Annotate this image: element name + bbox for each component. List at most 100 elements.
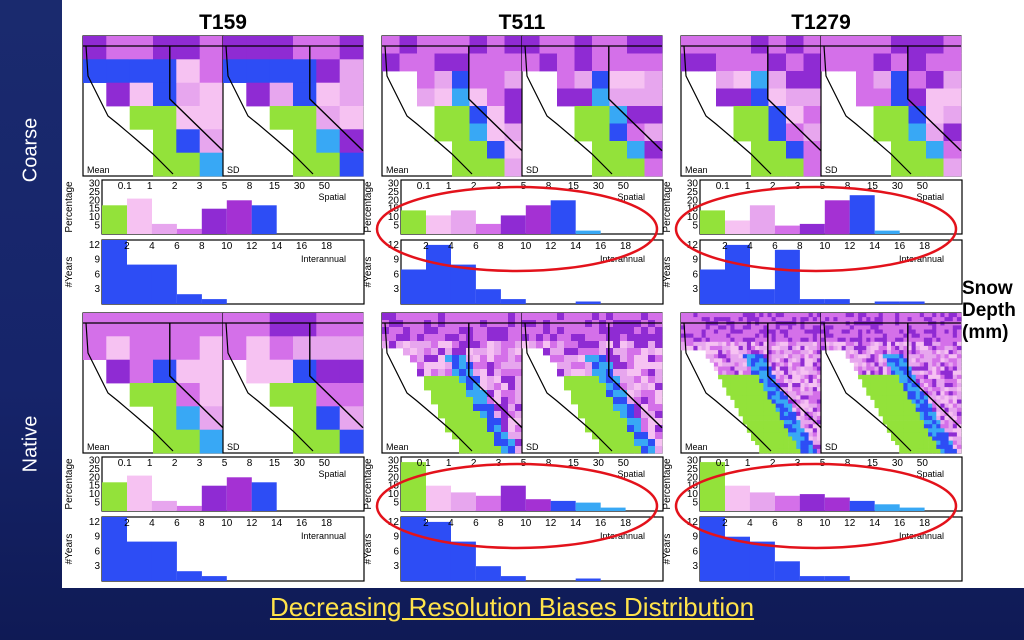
spatial-bin-label: 2 — [770, 458, 776, 469]
column-title-2: T1279 — [791, 11, 851, 34]
interannual-bin-label: 16 — [894, 241, 906, 252]
interannual-bar-1 — [127, 541, 152, 581]
spatial-bar-3 — [774, 225, 800, 234]
map-label: Mean — [685, 442, 708, 452]
interannual-bin-label: 2 — [722, 241, 728, 252]
interannual-ytick: 9 — [692, 255, 698, 266]
interannual-ytick: 9 — [393, 255, 399, 266]
interannual-bar-4 — [799, 299, 825, 304]
panel-T511-native: 0.1 1 2 3 5 8 15 30 50Spatial30252015105Percenta… — [363, 455, 664, 582]
spatial-ytick: 10 — [687, 212, 699, 223]
interannual-bar-3 — [475, 289, 501, 304]
spatial-ytick: 5 — [393, 498, 399, 509]
spatial-title: Spatial — [318, 469, 346, 479]
snow-depth-label-line-2: Depth — [962, 300, 1016, 321]
interannual-bin-label: 4 — [448, 518, 454, 529]
interannual-bin-label: 12 — [545, 241, 557, 252]
spatial-ytick: 10 — [388, 212, 400, 223]
map-label: Mean — [386, 165, 409, 175]
spatial-bar-3 — [774, 495, 800, 511]
spatial-bar-5 — [824, 200, 850, 235]
spatial-bin-label: 50 — [319, 458, 331, 469]
spatial-bin-label: 8 — [845, 458, 851, 469]
interannual-ytick: 3 — [692, 284, 698, 295]
spatial-bin-label: 50 — [618, 181, 630, 192]
interannual-bin-label: 4 — [149, 241, 155, 252]
interannual-bar-2 — [450, 541, 476, 581]
interannual-bin-label: 2 — [124, 518, 130, 529]
spatial-bar-7 — [874, 504, 900, 512]
interannual-bar-2 — [151, 541, 177, 581]
spatial-bin-label: 30 — [593, 458, 605, 469]
interannual-bin-label: 2 — [423, 518, 429, 529]
interannual-bin-label: 12 — [246, 241, 258, 252]
spatial-bin-label: 1 — [446, 458, 452, 469]
map-sd: SD — [820, 35, 962, 177]
spatial-bar-3 — [475, 223, 501, 234]
spatial-ylabel: Percentage — [662, 181, 673, 233]
interannual-ytick: 12 — [89, 240, 101, 251]
spatial-ytick: 20 — [687, 195, 699, 206]
interannual-bar-3 — [176, 294, 202, 304]
interannual-bin-label: 16 — [296, 518, 308, 529]
interannual-ylabel: #Years — [662, 534, 673, 565]
column-title-0: T159 — [199, 11, 247, 34]
panel-T159-native: 0.1 1 2 3 5 8 15 30 50Spatial30252015105Percenta… — [64, 455, 365, 582]
slide-caption[interactable]: Decreasing Resolution Biases Distributio… — [269, 592, 755, 622]
spatial-bin-label: 50 — [917, 181, 929, 192]
snow-depth-label: Snow Depth (mm) — [962, 278, 1024, 344]
interannual-ytick: 9 — [94, 255, 100, 266]
map-label: Mean — [87, 165, 110, 175]
interannual-title: Interannual — [600, 531, 645, 541]
interannual-bar-1 — [426, 521, 451, 581]
interannual-bin-label: 18 — [919, 518, 931, 529]
interannual-bin-label: 4 — [448, 241, 454, 252]
interannual-bin-label: 4 — [747, 518, 753, 529]
interannual-ytick: 12 — [388, 517, 400, 528]
map-sd: SD — [521, 312, 663, 454]
spatial-bar-6 — [251, 205, 277, 234]
spatial-ytick: 25 — [388, 187, 400, 198]
spatial-bar-6 — [849, 500, 875, 511]
panel-T1279-coarse: 0.1 1 2 3 5 8 15 30 50Spatial30252015105Percenta… — [662, 178, 963, 305]
spatial-ytick: 20 — [89, 472, 101, 483]
spatial-bin-label: 15 — [568, 458, 580, 469]
spatial-ytick: 25 — [687, 187, 699, 198]
interannual-bar-0 — [102, 240, 127, 304]
interannual-bar-2 — [450, 264, 476, 304]
interannual-bin-label: 6 — [174, 518, 180, 529]
interannual-bar-0 — [700, 517, 725, 581]
spatial-bin-label: 50 — [917, 458, 929, 469]
spatial-bin-label: 15 — [867, 458, 879, 469]
map-mean: Mean — [82, 312, 224, 454]
spatial-ytick: 25 — [89, 464, 101, 475]
interannual-ytick: 6 — [393, 546, 399, 557]
interannual-bin-label: 12 — [545, 518, 557, 529]
interannual-bin-label: 6 — [473, 241, 479, 252]
spatial-bar-1 — [725, 485, 750, 511]
spatial-bar-4 — [201, 485, 227, 511]
interannual-ytick: 9 — [692, 532, 698, 543]
interannual-bin-label: 16 — [894, 518, 906, 529]
spatial-bar-2 — [151, 500, 177, 511]
interannual-bin-label: 6 — [772, 241, 778, 252]
spatial-bin-label: 15 — [568, 181, 580, 192]
spatial-bar-1 — [127, 475, 152, 511]
map-sd: SD — [521, 35, 663, 177]
spatial-bar-0 — [700, 210, 725, 234]
spatial-ytick: 5 — [94, 221, 100, 232]
interannual-bin-label: 14 — [869, 241, 881, 252]
spatial-bin-label: 50 — [618, 458, 630, 469]
map-label: SD — [227, 442, 240, 452]
map-label: Mean — [386, 442, 409, 452]
interannual-ylabel: #Years — [64, 257, 75, 288]
spatial-bin-label: 8 — [845, 181, 851, 192]
highlight-oval — [674, 462, 958, 550]
interannual-bar-2 — [749, 541, 775, 581]
interannual-bar-7 — [874, 301, 900, 304]
spatial-ytick: 5 — [692, 498, 698, 509]
interannual-ylabel: #Years — [363, 257, 374, 288]
spatial-bar-5 — [226, 200, 252, 235]
interannual-bin-label: 18 — [919, 241, 931, 252]
